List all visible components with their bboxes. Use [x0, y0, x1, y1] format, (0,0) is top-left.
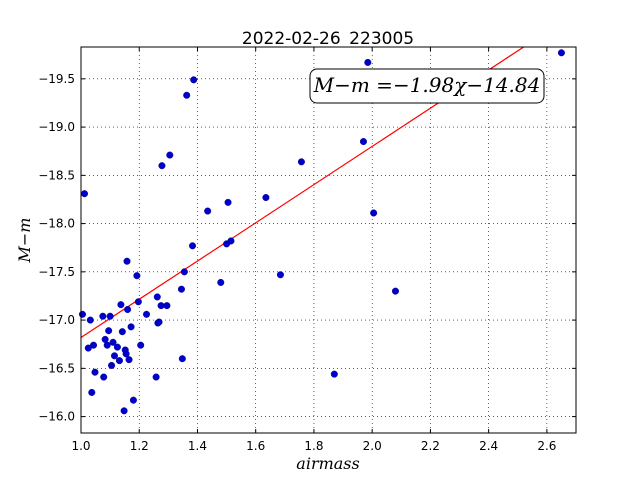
data-point [117, 301, 125, 309]
data-point [557, 49, 565, 57]
data-point [157, 302, 165, 310]
x-tick-label: 1.8 [304, 439, 323, 453]
grid [80, 47, 576, 433]
x-axis-label: airmass [296, 454, 359, 473]
data-point [125, 356, 133, 364]
data-point [153, 293, 161, 301]
data-point [137, 341, 145, 349]
x-tick-label: 1.2 [130, 439, 149, 453]
y-tick-label: −19.5 [38, 72, 75, 86]
data-point [106, 312, 114, 320]
data-point [166, 151, 174, 159]
data-point [129, 396, 137, 404]
data-point [134, 298, 142, 306]
x-tick-label: 1.4 [188, 439, 207, 453]
data-point [133, 272, 141, 280]
data-point [86, 316, 94, 324]
data-point [177, 285, 185, 293]
plot-area [78, 46, 577, 434]
data-point [330, 370, 338, 378]
y-axis-label: M−m [15, 218, 34, 264]
y-tick-label: −17.0 [38, 313, 75, 327]
scatter-points [78, 49, 565, 415]
y-tick-label: −16.5 [38, 361, 75, 375]
axis-ticks [80, 47, 576, 433]
data-point [359, 138, 367, 146]
data-point [189, 242, 197, 250]
data-point [227, 237, 235, 245]
data-point [163, 302, 171, 310]
x-tick-label: 2.0 [363, 439, 382, 453]
data-point [204, 207, 212, 215]
plot-frame [80, 46, 577, 434]
data-point [127, 323, 135, 331]
data-point [103, 341, 111, 349]
fit-equation-annotation: M−m =−1.98χ−14.84 [309, 68, 545, 104]
data-point [276, 271, 284, 279]
data-point [155, 318, 163, 326]
data-point [178, 355, 186, 363]
data-point [120, 407, 128, 415]
data-point [391, 287, 399, 295]
data-point [110, 352, 118, 360]
data-point [158, 162, 166, 170]
annotation-box [309, 68, 545, 104]
annotation-text: M−m =−1.98χ−14.84 [313, 73, 541, 97]
data-point [108, 361, 116, 369]
data-point [224, 198, 232, 206]
x-tick-label: 1.6 [246, 439, 265, 453]
data-point [217, 278, 225, 286]
data-point [91, 368, 99, 376]
data-point [297, 158, 305, 166]
data-point [364, 58, 372, 66]
data-point [88, 388, 96, 396]
data-point [180, 268, 188, 276]
data-point [115, 357, 123, 365]
plot-background [81, 47, 576, 433]
y-tick-label: −18.5 [38, 168, 75, 182]
data-point [109, 338, 117, 346]
y-tick-label: −18.0 [38, 217, 75, 231]
data-point [100, 373, 108, 381]
data-point [105, 327, 113, 335]
data-point [262, 194, 270, 202]
data-point [118, 328, 126, 336]
y-tick-label: −16.0 [38, 410, 75, 424]
x-tick-label: 1.0 [71, 439, 90, 453]
y-tick-labels: −16.0 −16.5 −17.0 −17.5 −18.0 −18.5 −19.0 −19.5 [38, 72, 75, 424]
data-point [370, 209, 378, 217]
y-tick-label: −17.5 [38, 265, 75, 279]
data-point [113, 343, 121, 351]
data-point [99, 312, 107, 320]
x-tick-label: 2.4 [479, 439, 498, 453]
data-point [183, 91, 191, 99]
x-tick-labels: 1.0 1.2 1.4 1.6 1.8 2.0 2.2 2.4 2.6 [71, 439, 556, 453]
x-tick-label: 2.2 [421, 439, 440, 453]
data-point [78, 310, 86, 318]
x-tick-label: 2.6 [537, 439, 556, 453]
data-point [122, 350, 130, 358]
data-point [143, 310, 151, 318]
y-tick-label: −19.0 [38, 120, 75, 134]
data-point [152, 373, 160, 381]
data-point [80, 190, 88, 198]
data-point [90, 341, 98, 349]
data-point [123, 257, 131, 265]
data-point [124, 305, 132, 313]
data-point [190, 76, 198, 84]
chart-title: 2022-02-26_223005 [242, 29, 414, 49]
